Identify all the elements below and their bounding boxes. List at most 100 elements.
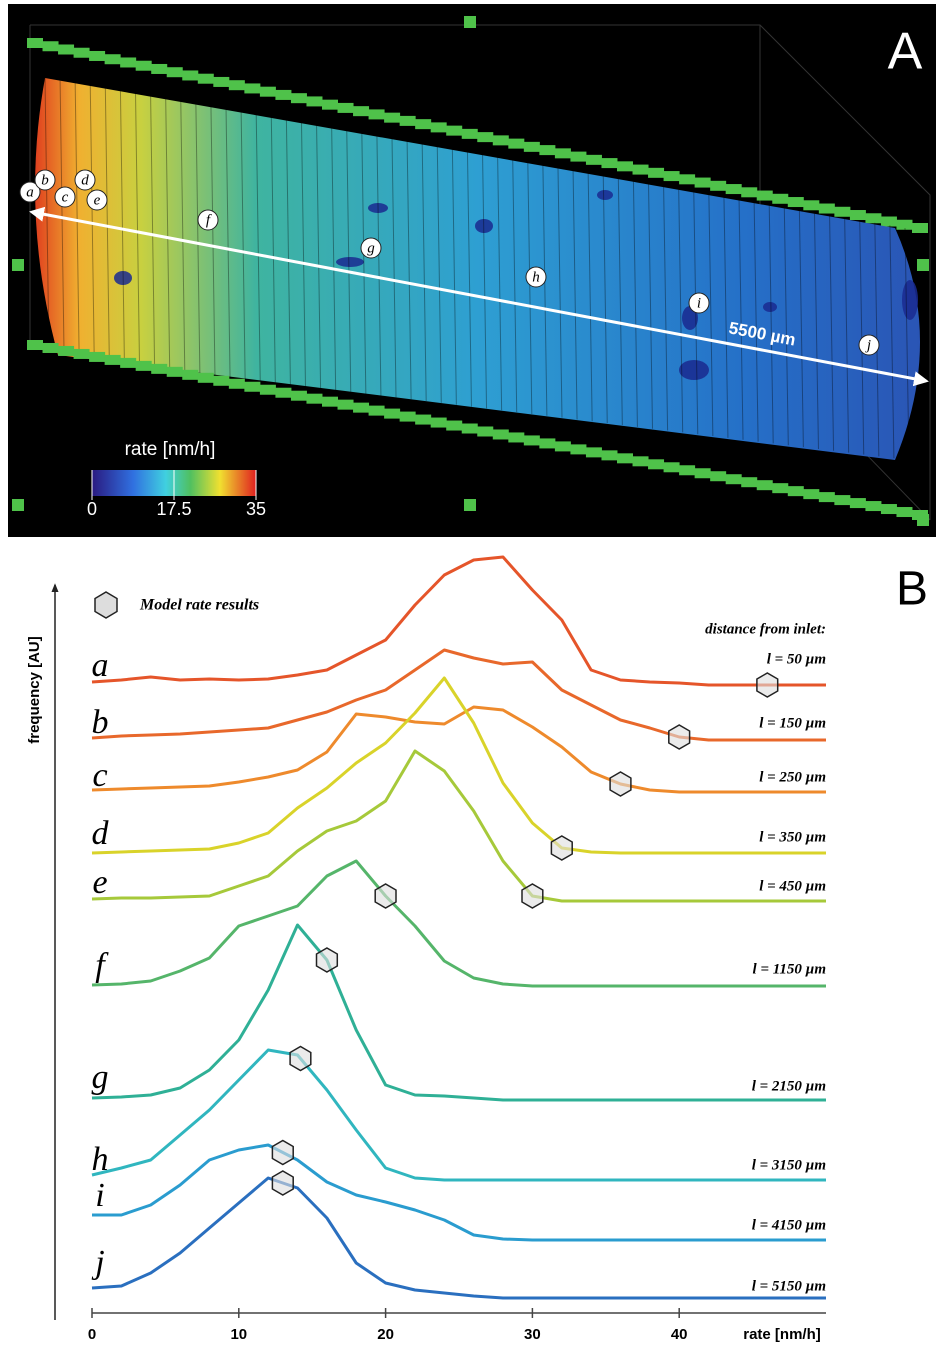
- x-tick-label: 20: [377, 1326, 394, 1343]
- plate: [338, 103, 354, 113]
- x-axis-title: rate [nm/h]: [743, 1326, 821, 1343]
- slice-label: a: [26, 184, 34, 200]
- x-tick-label: 0: [88, 1326, 96, 1343]
- plate: [881, 504, 897, 514]
- plate: [384, 409, 400, 419]
- plate: [244, 83, 260, 93]
- distribution-line: [92, 1145, 826, 1240]
- plate: [105, 54, 121, 64]
- plate: [462, 129, 478, 139]
- plate: [912, 223, 928, 233]
- plate: [229, 379, 245, 389]
- model-rate-marker: [522, 884, 543, 908]
- plate: [306, 96, 322, 106]
- plate: [679, 174, 695, 184]
- plate: [58, 44, 74, 54]
- plate: [151, 64, 167, 74]
- slice-label: i: [697, 295, 701, 311]
- plate: [757, 191, 773, 201]
- panel-b: frequency [AU] B Model rate results dist…: [26, 557, 928, 1343]
- plate: [198, 74, 214, 84]
- series-name: c: [92, 757, 107, 794]
- distance-label: l = 350 µm: [759, 829, 826, 845]
- plate: [58, 346, 74, 356]
- plate: [772, 483, 788, 493]
- plate: [710, 471, 726, 481]
- plate: [74, 48, 90, 58]
- plate: [275, 388, 291, 398]
- plate: [586, 155, 602, 165]
- plate: [679, 465, 695, 475]
- plate: [120, 57, 136, 67]
- slice-label: h: [532, 269, 540, 285]
- plate: [865, 501, 881, 511]
- plate: [508, 139, 524, 149]
- plate: [338, 400, 354, 410]
- panel-label: A: [888, 23, 923, 81]
- plate: [167, 67, 183, 77]
- plate: [291, 391, 307, 401]
- plate: [788, 197, 804, 207]
- plate: [43, 343, 59, 353]
- plate: [803, 200, 819, 210]
- plate: [353, 106, 369, 116]
- plate: [664, 171, 680, 181]
- plate: [369, 109, 385, 119]
- plate: [726, 184, 742, 194]
- plate: [400, 412, 416, 422]
- panel-label: B: [896, 563, 928, 616]
- distance-label: l = 450 µm: [759, 878, 826, 894]
- plate: [415, 415, 431, 425]
- plate: [151, 364, 167, 374]
- plate: [322, 397, 338, 407]
- distance-label: l = 50 µm: [767, 651, 826, 667]
- distribution-line: [92, 861, 826, 986]
- plate: [291, 93, 307, 103]
- plate: [493, 135, 509, 145]
- plate: [710, 181, 726, 191]
- plate: [136, 61, 152, 71]
- model-rate-marker: [375, 884, 396, 908]
- slice-label: b: [41, 172, 49, 188]
- plate: [633, 165, 649, 175]
- x-tick-label: 40: [671, 1326, 688, 1343]
- plate: [136, 361, 152, 371]
- plate: [182, 70, 198, 80]
- series-name: b: [92, 704, 109, 741]
- plate: [601, 450, 617, 460]
- y-axis-title: frequency [AU]: [26, 636, 43, 744]
- plate: [431, 122, 447, 132]
- plate: [555, 441, 571, 451]
- plate: [524, 142, 540, 152]
- model-rate-marker: [317, 948, 338, 972]
- model-rate-marker: [551, 836, 572, 860]
- distance-label: l = 5150 µm: [752, 1278, 826, 1294]
- plate: [213, 376, 229, 386]
- series-name: i: [95, 1177, 104, 1214]
- x-tick-label: 30: [524, 1326, 541, 1343]
- series-name: j: [91, 1244, 104, 1281]
- plate: [570, 444, 586, 454]
- plate: [446, 126, 462, 136]
- x-tick-label: 10: [230, 1326, 247, 1343]
- plate: [695, 178, 711, 188]
- model-rate-marker: [610, 772, 631, 796]
- plate: [229, 80, 245, 90]
- series-name: a: [92, 647, 109, 684]
- model-rate-marker: [290, 1047, 311, 1071]
- plate: [260, 87, 276, 97]
- colorbar-tick-label: 35: [246, 499, 266, 519]
- distance-label: l = 150 µm: [759, 715, 826, 731]
- plate: [89, 352, 105, 362]
- distribution-line: [92, 678, 826, 853]
- corner-marker: [12, 259, 24, 271]
- slice-label: g: [367, 240, 375, 256]
- plate: [120, 358, 136, 368]
- plate: [260, 385, 276, 395]
- plate: [89, 51, 105, 61]
- distance-label: l = 1150 µm: [753, 961, 826, 977]
- plate: [322, 100, 338, 110]
- model-rate-marker: [272, 1141, 293, 1165]
- plate: [446, 421, 462, 431]
- corner-marker: [464, 499, 476, 511]
